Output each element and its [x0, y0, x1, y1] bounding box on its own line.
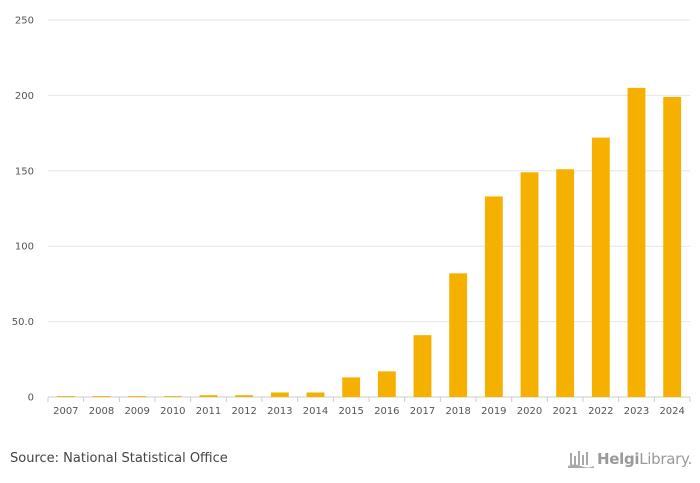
bar-2007[interactable] — [56, 396, 75, 397]
y-tick-label-0: 0 — [28, 393, 34, 404]
x-tick-label-2012: 2012 — [231, 406, 256, 417]
bar-2013[interactable] — [270, 392, 289, 397]
x-tick-label-2013: 2013 — [267, 406, 292, 417]
y-tick-label-100: 100 — [15, 242, 34, 253]
helgi-library-logo[interactable]: Helgi Library. — [568, 447, 692, 471]
y-tick-label-200: 200 — [15, 91, 34, 102]
x-tick-label-2019: 2019 — [481, 406, 506, 417]
x-tick-label-2015: 2015 — [338, 406, 363, 417]
bar-2019[interactable] — [484, 196, 503, 397]
bar-2015[interactable] — [342, 377, 361, 397]
x-tick-label-2020: 2020 — [517, 406, 542, 417]
bar-2008[interactable] — [92, 396, 111, 397]
bar-2021[interactable] — [556, 169, 575, 397]
bar-2018[interactable] — [449, 273, 468, 397]
x-tick-label-2009: 2009 — [124, 406, 149, 417]
x-tick-label-2010: 2010 — [160, 406, 185, 417]
x-tick-label-2022: 2022 — [588, 406, 613, 417]
bar-2023[interactable] — [627, 87, 646, 398]
bar-2009[interactable] — [128, 396, 147, 397]
source-note: Source: National Statistical Office — [10, 451, 228, 466]
x-tick-label-2016: 2016 — [374, 406, 399, 417]
y-tick-label-150: 150 — [15, 166, 34, 177]
x-tick-label-2018: 2018 — [445, 406, 470, 417]
bar-2016[interactable] — [377, 371, 396, 397]
brand-name-strong: Helgi — [597, 450, 640, 468]
bar-2014[interactable] — [306, 392, 325, 397]
bar-2012[interactable] — [235, 395, 254, 397]
library-building-icon — [568, 451, 594, 468]
brand-name-light: Library. — [639, 450, 692, 468]
x-tick-label-2024: 2024 — [659, 406, 684, 417]
x-tick-label-2023: 2023 — [624, 406, 649, 417]
x-tick-label-2021: 2021 — [552, 406, 577, 417]
y-tick-label-250: 250 — [15, 16, 34, 27]
bar-2024[interactable] — [663, 96, 682, 398]
x-tick-label-2008: 2008 — [89, 406, 114, 417]
bar-2022[interactable] — [591, 137, 610, 397]
bar-2011[interactable] — [199, 395, 218, 397]
x-tick-label-2011: 2011 — [196, 406, 221, 417]
x-tick-label-2017: 2017 — [410, 406, 435, 417]
y-tick-label-50: 50.0 — [12, 317, 34, 328]
x-tick-label-2014: 2014 — [303, 406, 328, 417]
bar-2020[interactable] — [520, 172, 539, 397]
bar-2017[interactable] — [413, 335, 432, 397]
bar-2010[interactable] — [163, 396, 182, 397]
x-tick-label-2007: 2007 — [53, 406, 78, 417]
